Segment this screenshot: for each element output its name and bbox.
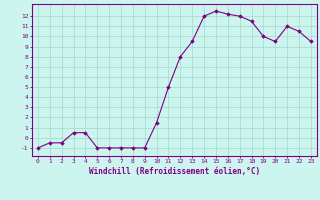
X-axis label: Windchill (Refroidissement éolien,°C): Windchill (Refroidissement éolien,°C) [89,167,260,176]
